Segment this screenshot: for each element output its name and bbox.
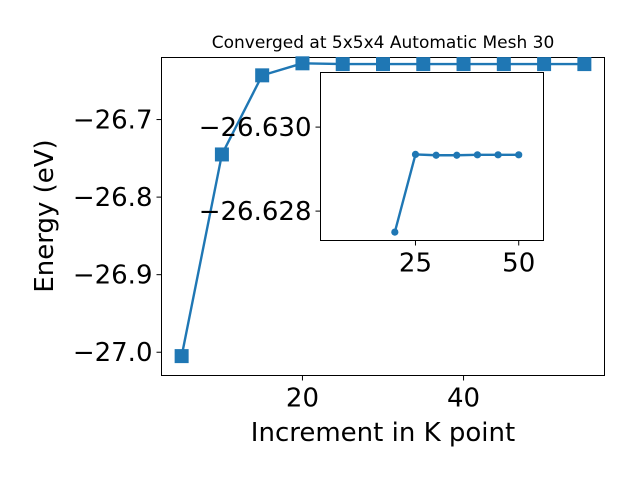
main-data-series	[174, 56, 592, 364]
inset-data-point	[391, 228, 399, 236]
main-data-point	[214, 147, 229, 162]
main-data-point	[456, 57, 471, 72]
main-data-point	[295, 56, 310, 71]
inset-x-tick-label: 25	[399, 249, 432, 279]
main-y-tick-label: −26.9	[73, 261, 153, 291]
main-x-tick-label: 40	[447, 384, 480, 414]
main-data-point	[416, 57, 431, 72]
inset-y-tick-label: −26.630	[199, 113, 312, 143]
main-y-tick-label: −26.7	[73, 106, 153, 136]
main-data-point	[174, 349, 189, 364]
main-y-tick-label: −27.0	[73, 338, 153, 368]
inset-data-point	[473, 151, 482, 159]
inset-axis-ticks: 25 50 −26.630 −26.628	[199, 113, 536, 278]
main-data-point	[496, 57, 511, 72]
inset-x-tick-label: 50	[502, 249, 535, 279]
chart-title: Converged at 5x5x4 Automatic Mesh 30	[212, 33, 555, 53]
inset-plot-area	[320, 72, 544, 241]
y-axis-label: Energy (eV)	[30, 139, 60, 292]
main-data-point	[537, 57, 552, 72]
x-axis-label: Increment in K point	[251, 418, 515, 448]
main-data-point	[577, 57, 592, 72]
main-data-point	[255, 68, 270, 83]
inset-data-point	[411, 150, 420, 158]
main-x-tick-label: 20	[286, 384, 319, 414]
main-data-point	[376, 57, 390, 72]
main-data-point	[335, 57, 350, 72]
inset-data-point	[494, 151, 502, 159]
main-axis-ticks: 20 40 −26.7 −26.8 −26.9 −27.0	[73, 106, 480, 414]
inset-data-point	[432, 151, 440, 159]
inset-data-point	[515, 151, 523, 159]
main-y-tick-label: −26.8	[73, 183, 153, 213]
inset-data-series	[391, 150, 523, 236]
inset-data-point	[453, 151, 461, 159]
inset-y-tick-label: −26.628	[199, 197, 312, 227]
